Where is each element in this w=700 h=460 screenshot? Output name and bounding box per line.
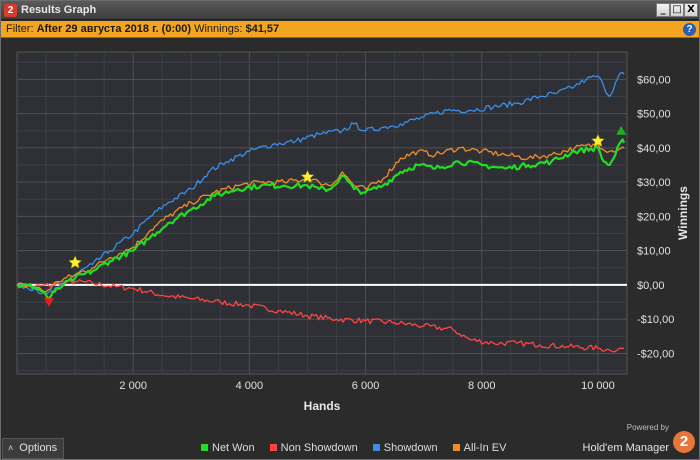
x-tick-label: 4 000 [236, 380, 264, 392]
star-marker [591, 133, 605, 147]
y-tick-label: $40,00 [637, 143, 671, 155]
y-tick-label: $20,00 [637, 211, 671, 223]
legend-label: Showdown [383, 442, 438, 454]
y-tick-label: -$20,00 [637, 348, 674, 360]
x-tick-label: 6 000 [352, 380, 380, 392]
legend-label: Non Showdown [280, 442, 358, 454]
legend-swatch [269, 444, 277, 451]
y-tick-label: -$10,00 [637, 314, 674, 326]
results-chart: $60,00 $50,00 $40,00 $30,00 $20,00 $10,00 $0,0… [1, 38, 699, 437]
y-tick-label: $10,00 [637, 246, 671, 258]
winnings-value: $41,57 [245, 23, 280, 35]
winnings-label: Winnings: [194, 23, 243, 35]
hem-logo-icon: 2 [673, 431, 695, 453]
brand: Powered by Hold'em Manager 2 [575, 423, 695, 459]
series-group [16, 71, 626, 353]
filter-bar: Filter: After 29 августа 2018 г. (0:00) … [1, 21, 699, 38]
brand-name: Hold'em Manager [582, 442, 669, 454]
close-button[interactable]: X [684, 3, 698, 17]
bottom-bar: ˄ Options Net Won Non Showdown Showdown A… [1, 423, 699, 459]
brand-powered-by: Powered by [626, 423, 669, 432]
filter-summary: Filter: After 29 августа 2018 г. (0:00) … [6, 23, 279, 35]
y-tick-label: $60,00 [637, 74, 671, 86]
series-line-net-won [16, 138, 626, 300]
maximize-button[interactable]: □ [670, 3, 684, 17]
y-axis-label: Winnings [676, 186, 690, 240]
legend-label: All-In EV [463, 442, 507, 454]
filter-prefix: Filter: [6, 23, 34, 35]
x-tick-labels: 2 000 4 000 6 000 8 000 10 000 [119, 380, 614, 392]
x-tick-label: 10 000 [581, 380, 615, 392]
star-marker [300, 169, 315, 183]
chevron-up-icon: ˄ [8, 443, 14, 453]
legend-swatch [452, 444, 460, 451]
y-tick-label: $50,00 [637, 109, 671, 121]
legend-item-showdown[interactable]: Showdown [372, 442, 438, 454]
legend-swatch [201, 444, 208, 451]
filter-value: After 29 августа 2018 г. (0:00) [36, 23, 192, 35]
x-tick-label: 8 000 [468, 380, 496, 392]
legend-item-non-showdown[interactable]: Non Showdown [269, 442, 358, 454]
app-logo-icon: 2 [4, 4, 17, 17]
triangle-down-marker [43, 298, 54, 308]
legend: Net Won Non Showdown Showdown All-In EV [201, 442, 518, 454]
minimize-button[interactable]: _ [656, 3, 670, 17]
plot-area [16, 51, 628, 375]
help-icon[interactable]: ? [683, 23, 696, 36]
legend-label: Net Won [212, 442, 255, 454]
star-marker [68, 255, 82, 269]
options-label: Options [19, 442, 58, 454]
triangle-up-marker [616, 125, 627, 135]
legend-item-net-won[interactable]: Net Won [201, 442, 255, 454]
legend-swatch [372, 444, 380, 451]
x-tick-label: 2 000 [119, 380, 147, 392]
options-button[interactable]: ˄ Options [2, 438, 64, 459]
title-bar[interactable]: 2 Results Graph _ □ X [1, 1, 699, 20]
legend-item-all-in-ev[interactable]: All-In EV [452, 442, 507, 454]
x-axis-label: Hands [304, 399, 341, 413]
y-tick-label: $0,00 [637, 280, 665, 292]
y-tick-label: $30,00 [637, 177, 671, 189]
markers-group [43, 125, 627, 308]
series-line-non-showdown [16, 278, 625, 353]
window-title: Results Graph [21, 4, 97, 16]
series-line-showdown [16, 71, 625, 296]
y-tick-labels: $60,00 $50,00 $40,00 $30,00 $20,00 $10,00 $0,0… [637, 74, 674, 360]
